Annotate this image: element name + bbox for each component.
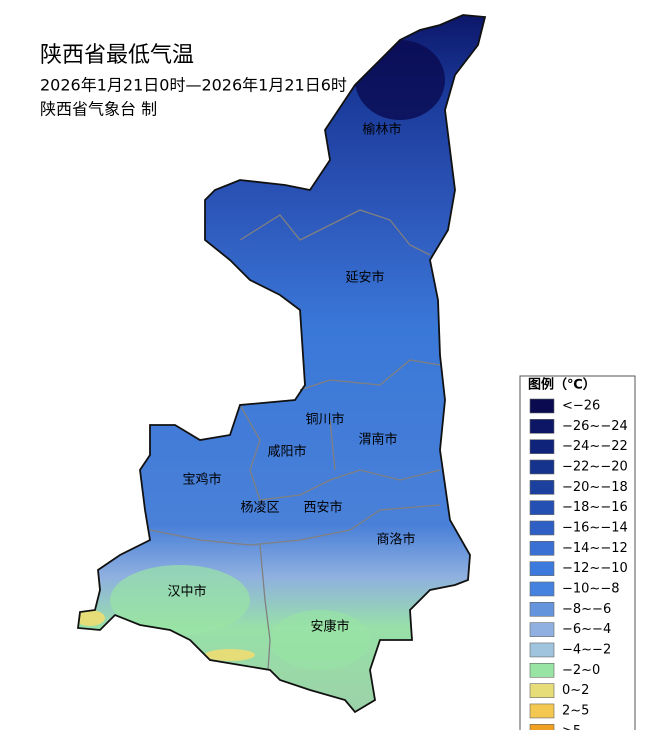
district-borders	[149, 209, 441, 671]
legend-label: −2~0	[562, 663, 600, 678]
legend-label: 0~2	[562, 683, 589, 698]
legend-swatch	[529, 480, 555, 495]
map-credit: 陕西省气象台 制	[40, 100, 157, 119]
legend-label: −22~−20	[562, 459, 628, 474]
legend-swatch	[529, 581, 555, 597]
legend-label: <−26	[562, 399, 600, 414]
legend-swatch	[529, 601, 555, 617]
city-label: 汉中市	[167, 584, 206, 600]
city-label: 安康市	[310, 619, 349, 635]
city-label: 西安市	[303, 500, 342, 516]
legend-label: −10~−8	[562, 581, 620, 596]
legend-swatch	[529, 398, 555, 414]
legend-swatch	[529, 723, 555, 730]
legend-label: −16~−14	[562, 520, 628, 535]
map-subtitle: 2026年1月21日0时—2026年1月21日6时	[40, 76, 347, 95]
legend-label: −26~−24	[562, 419, 628, 434]
legend-swatch	[529, 439, 555, 454]
legend: 图例（℃） <−26 −26~−24 −24~−22 −22~−20 −20~−18 −1…	[519, 375, 636, 730]
legend-label: −18~−16	[562, 500, 628, 515]
legend-swatch	[529, 683, 555, 698]
city-label: 杨凌区	[240, 501, 279, 516]
map-title: 陕西省最低气温	[40, 43, 194, 68]
legend-swatch	[529, 500, 555, 515]
legend-swatch	[529, 642, 555, 658]
legend-label: −14~−12	[562, 541, 628, 556]
city-label: 渭南市	[358, 432, 397, 448]
legend-swatch	[529, 419, 555, 434]
legend-swatch	[529, 561, 555, 576]
city-label: 咸阳市	[267, 444, 306, 460]
legend-label: −20~−18	[562, 480, 628, 495]
legend-label: −12~−10	[562, 561, 628, 576]
city-label: 铜川市	[305, 412, 344, 428]
legend-label: 2~5	[562, 703, 589, 718]
legend-label: >5	[562, 724, 581, 730]
city-label: 延安市	[345, 270, 384, 286]
legend-swatch	[529, 703, 555, 719]
legend-swatch	[529, 520, 555, 536]
legend-swatch	[529, 662, 555, 678]
legend-swatch	[529, 541, 555, 556]
legend-swatch	[529, 459, 555, 475]
legend-title: 图例（℃）	[528, 377, 596, 393]
legend-label: −4~−2	[562, 642, 611, 657]
legend-label: −24~−22	[562, 439, 628, 454]
legend-label: −6~−4	[562, 622, 611, 637]
legend-label: −8~−6	[562, 602, 611, 617]
city-label: 榆林市	[362, 122, 401, 138]
legend-swatch	[529, 622, 555, 637]
city-label: 宝鸡市	[182, 472, 221, 488]
city-label: 商洛市	[376, 532, 415, 548]
